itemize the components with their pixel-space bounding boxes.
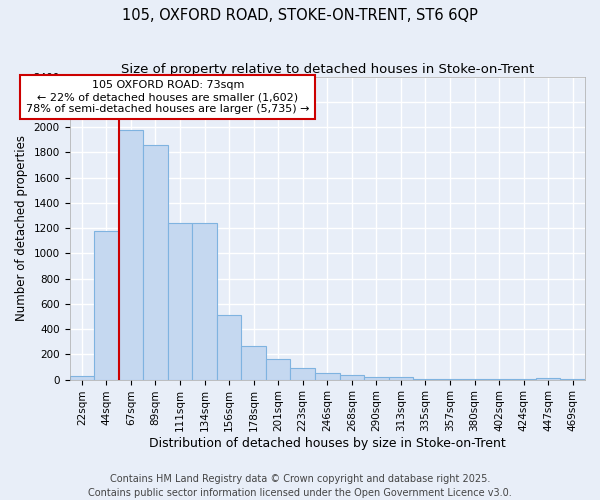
Bar (290, 368, 315, 380)
Bar (487, 379, 511, 380)
Bar (70, 376, 94, 380)
Bar (192, 223, 217, 380)
Bar (241, 346, 266, 380)
Bar (413, 379, 438, 380)
Bar (536, 378, 560, 380)
Bar (266, 360, 290, 380)
Bar (168, 223, 192, 380)
Bar (94, 232, 119, 380)
Bar (217, 315, 241, 380)
Text: Contains HM Land Registry data © Crown copyright and database right 2025.
Contai: Contains HM Land Registry data © Crown c… (88, 474, 512, 498)
Bar (315, 374, 340, 380)
Text: 105 OXFORD ROAD: 73sqm
← 22% of detached houses are smaller (1,602)
78% of semi-: 105 OXFORD ROAD: 73sqm ← 22% of detached… (26, 80, 310, 114)
X-axis label: Distribution of detached houses by size in Stoke-on-Trent: Distribution of detached houses by size … (149, 437, 506, 450)
Bar (364, 377, 389, 380)
Text: 105, OXFORD ROAD, STOKE-ON-TRENT, ST6 6QP: 105, OXFORD ROAD, STOKE-ON-TRENT, ST6 6Q… (122, 8, 478, 22)
Bar (438, 379, 462, 380)
Title: Size of property relative to detached houses in Stoke-on-Trent: Size of property relative to detached ho… (121, 62, 534, 76)
Bar (119, 130, 143, 380)
Bar (462, 379, 487, 380)
Y-axis label: Number of detached properties: Number of detached properties (15, 135, 28, 321)
Bar (511, 379, 536, 380)
Bar (143, 146, 168, 380)
Bar (560, 379, 585, 380)
Bar (340, 374, 364, 380)
Bar (389, 377, 413, 380)
